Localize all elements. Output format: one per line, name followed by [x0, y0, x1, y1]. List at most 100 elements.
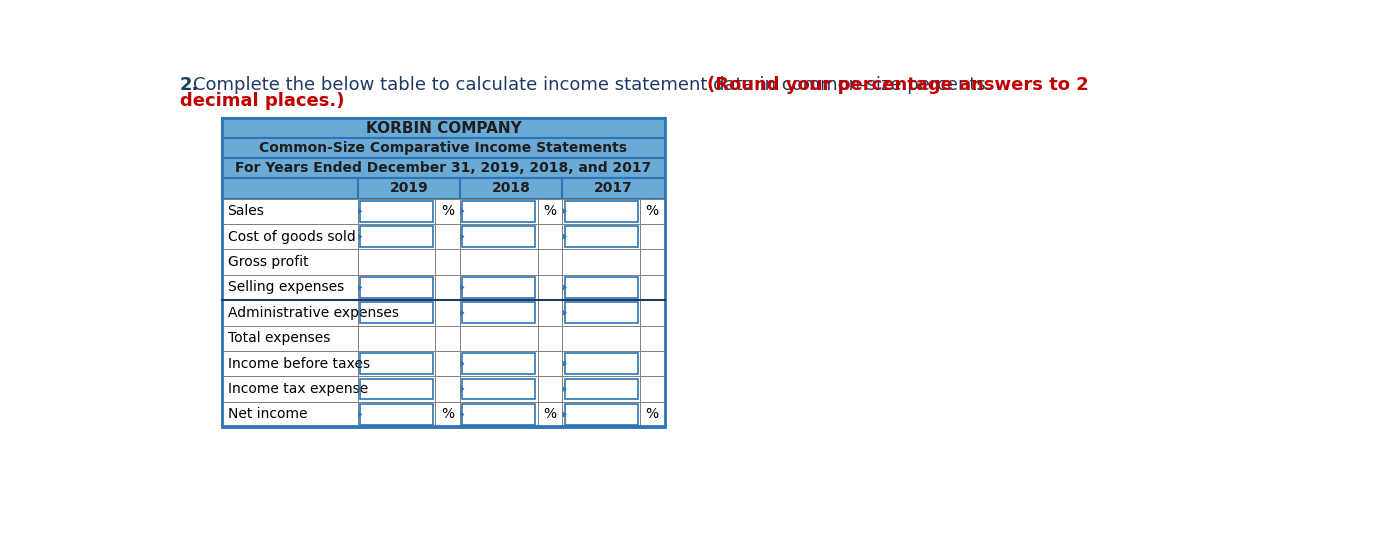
Bar: [223, 351, 357, 377]
Bar: [640, 250, 665, 275]
Bar: [357, 178, 460, 198]
Polygon shape: [359, 285, 361, 290]
Bar: [223, 178, 357, 198]
Bar: [223, 250, 357, 275]
Text: (Round your percentage answers to 2: (Round your percentage answers to 2: [706, 76, 1088, 94]
Polygon shape: [460, 209, 464, 213]
Text: 2018: 2018: [492, 182, 530, 196]
Bar: [357, 224, 436, 250]
Bar: [463, 277, 536, 298]
Text: Income tax expense: Income tax expense: [228, 382, 368, 396]
Bar: [436, 198, 460, 224]
Bar: [562, 351, 640, 377]
Text: %: %: [543, 408, 556, 422]
Text: Complete the below table to calculate income statement data in common-size perce: Complete the below table to calculate in…: [194, 76, 998, 94]
Text: Net income: Net income: [228, 408, 306, 422]
Bar: [223, 275, 357, 300]
Bar: [460, 224, 537, 250]
Bar: [562, 402, 640, 427]
Bar: [537, 377, 562, 402]
Bar: [357, 198, 436, 224]
Polygon shape: [563, 234, 566, 239]
Text: 2017: 2017: [594, 182, 633, 196]
Bar: [460, 198, 537, 224]
Polygon shape: [563, 387, 566, 392]
Polygon shape: [563, 209, 566, 213]
Bar: [460, 250, 537, 275]
Bar: [565, 226, 638, 247]
Bar: [436, 275, 460, 300]
Bar: [360, 201, 433, 222]
Bar: [562, 275, 640, 300]
Bar: [460, 300, 537, 325]
Bar: [460, 402, 537, 427]
Bar: [460, 377, 537, 402]
Polygon shape: [563, 412, 566, 417]
Bar: [436, 325, 460, 351]
Bar: [357, 402, 436, 427]
Polygon shape: [359, 234, 361, 239]
Bar: [565, 277, 638, 298]
Text: %: %: [441, 408, 455, 422]
Bar: [357, 325, 436, 351]
Bar: [537, 224, 562, 250]
Polygon shape: [563, 311, 566, 315]
Bar: [565, 353, 638, 374]
Bar: [357, 377, 436, 402]
Bar: [460, 178, 562, 198]
Bar: [436, 250, 460, 275]
Bar: [223, 300, 357, 325]
Bar: [436, 224, 460, 250]
Bar: [223, 224, 357, 250]
Polygon shape: [460, 387, 464, 392]
Bar: [223, 198, 357, 224]
Text: 2.: 2.: [180, 76, 199, 94]
Bar: [565, 379, 638, 399]
Text: Income before taxes: Income before taxes: [228, 356, 370, 370]
Bar: [436, 300, 460, 325]
Text: %: %: [543, 204, 556, 218]
Bar: [562, 325, 640, 351]
Text: Administrative expenses: Administrative expenses: [228, 306, 398, 320]
Bar: [565, 201, 638, 222]
Text: Gross profit: Gross profit: [228, 255, 308, 269]
Bar: [562, 198, 640, 224]
Polygon shape: [563, 361, 566, 366]
Polygon shape: [460, 285, 464, 290]
Text: Selling expenses: Selling expenses: [228, 280, 344, 295]
Bar: [360, 379, 433, 399]
Bar: [537, 300, 562, 325]
Bar: [562, 300, 640, 325]
Polygon shape: [460, 234, 464, 239]
Bar: [223, 119, 665, 139]
Bar: [223, 402, 357, 427]
Bar: [640, 198, 665, 224]
Text: KORBIN COMPANY: KORBIN COMPANY: [365, 121, 521, 136]
Bar: [223, 139, 665, 159]
Bar: [463, 404, 536, 425]
Text: For Years Ended December 31, 2019, 2018, and 2017: For Years Ended December 31, 2019, 2018,…: [235, 162, 651, 175]
Bar: [565, 404, 638, 425]
Bar: [640, 275, 665, 300]
Bar: [357, 250, 436, 275]
Bar: [640, 377, 665, 402]
Text: Cost of goods sold: Cost of goods sold: [228, 229, 356, 243]
Text: Common-Size Comparative Income Statements: Common-Size Comparative Income Statement…: [260, 141, 628, 155]
Bar: [463, 379, 536, 399]
Polygon shape: [460, 361, 464, 366]
Bar: [537, 351, 562, 377]
Bar: [360, 302, 433, 323]
Bar: [562, 224, 640, 250]
Text: Total expenses: Total expenses: [228, 331, 330, 345]
Bar: [537, 402, 562, 427]
Bar: [223, 159, 665, 178]
Bar: [537, 325, 562, 351]
Bar: [537, 275, 562, 300]
Polygon shape: [359, 311, 361, 315]
Bar: [357, 351, 436, 377]
Bar: [460, 325, 537, 351]
Bar: [223, 325, 357, 351]
Polygon shape: [359, 387, 361, 392]
Polygon shape: [359, 412, 361, 417]
Bar: [360, 226, 433, 247]
